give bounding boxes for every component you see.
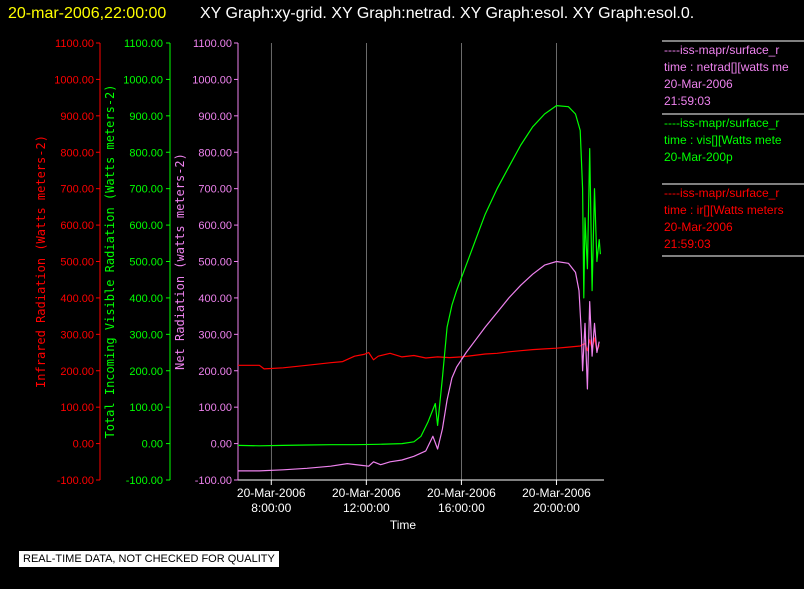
y-tick-label: 900.00: [60, 111, 94, 123]
y-tick-label: 400.00: [60, 293, 94, 305]
data-quality-notice: REAL-TIME DATA, NOT CHECKED FOR QUALITY: [19, 551, 279, 567]
y-tick-label: 700.00: [60, 184, 94, 196]
legend-entry-line2: time : vis[][Watts mete: [664, 133, 782, 147]
y-tick-label: 400.00: [198, 293, 232, 305]
y-tick-label: 300.00: [198, 329, 232, 341]
x-tick-label-time: 8:00:00: [251, 501, 291, 515]
y-tick-label: 1100.00: [124, 38, 163, 50]
series-line-visible: [237, 105, 601, 447]
legend-entry-line4: 21:59:03: [664, 237, 711, 251]
y-tick-label: 700.00: [198, 184, 232, 196]
y-tick-label: 600.00: [198, 220, 232, 232]
x-tick-label-date: 20-Mar-2006: [237, 486, 306, 500]
x-axis-label: Time: [390, 518, 417, 532]
y-tick-label: 400.00: [129, 293, 163, 305]
y-tick-label: 900.00: [198, 111, 232, 123]
y-tick-label: 300.00: [60, 329, 94, 341]
y-axis-title-0: Infrared Radiation (Watts meters-2): [34, 135, 48, 388]
y-tick-label: -100.00: [126, 475, 163, 487]
y-axis-title-1: Total Incoming Visible Radiation (Watts …: [103, 84, 117, 438]
legend-entry-line1: ----iss-mapr/surface_r: [664, 186, 779, 200]
legend-entry-line2: time : netrad[][watts me: [664, 60, 789, 74]
y-tick-label: 0.00: [211, 439, 232, 451]
header-date: 20-mar-2006,22:00:00: [8, 5, 166, 22]
x-tick-label-date: 20-Mar-2006: [332, 486, 401, 500]
y-tick-label: 600.00: [129, 220, 163, 232]
y-tick-label: 100.00: [129, 402, 163, 414]
y-tick-label: 0.00: [142, 439, 163, 451]
y-tick-label: -100.00: [57, 475, 94, 487]
y-tick-label: 1000.00: [54, 74, 94, 86]
header-title: XY Graph:xy-grid. XY Graph:netrad. XY Gr…: [200, 5, 694, 22]
legend-entry-line2: time : ir[][Watts meters: [664, 203, 784, 217]
y-axis-title-2: Net Radiation (watts meters-2): [173, 153, 187, 370]
y-tick-label: 500.00: [198, 257, 232, 269]
x-tick-label-time: 20:00:00: [533, 501, 580, 515]
legend-entry-line3: 20-Mar-2006: [664, 77, 733, 91]
y-tick-label: 800.00: [60, 147, 94, 159]
legend-entry-line3: 20-Mar-200p: [664, 150, 733, 164]
y-tick-label: -100.00: [195, 475, 232, 487]
y-tick-label: 800.00: [198, 147, 232, 159]
y-tick-label: 700.00: [129, 184, 163, 196]
y-tick-label: 1000.00: [123, 74, 163, 86]
y-tick-label: 600.00: [60, 220, 94, 232]
y-tick-label: 300.00: [129, 329, 163, 341]
legend-entry-line4: 21:59:03: [664, 94, 711, 108]
x-tick-label-date: 20-Mar-2006: [522, 486, 591, 500]
series-line-infrared: [238, 337, 600, 370]
legend-entry-line3: 20-Mar-2006: [664, 220, 733, 234]
y-tick-label: 900.00: [129, 111, 163, 123]
y-tick-label: 1000.00: [192, 74, 232, 86]
y-tick-label: 100.00: [198, 402, 232, 414]
y-tick-label: 200.00: [60, 366, 94, 378]
y-tick-label: 800.00: [129, 147, 163, 159]
y-tick-label: 500.00: [60, 257, 94, 269]
y-tick-label: 500.00: [129, 257, 163, 269]
y-tick-label: 1100.00: [193, 38, 232, 50]
y-tick-label: 1100.00: [55, 38, 94, 50]
y-tick-label: 200.00: [129, 366, 163, 378]
y-tick-label: 100.00: [60, 402, 94, 414]
x-tick-label-time: 16:00:00: [438, 501, 485, 515]
series-line-net: [238, 260, 600, 472]
legend-entry-line1: ----iss-mapr/surface_r: [664, 116, 779, 130]
x-tick-label-time: 12:00:00: [343, 501, 390, 515]
plot-area: 20-Mar-20068:00:0020-Mar-200612:00:0020-…: [34, 38, 604, 532]
legend-entry-line1: ----iss-mapr/surface_r: [664, 43, 779, 57]
y-tick-label: 0.00: [73, 439, 94, 451]
y-tick-label: 200.00: [198, 366, 232, 378]
x-tick-label-date: 20-Mar-2006: [427, 486, 496, 500]
